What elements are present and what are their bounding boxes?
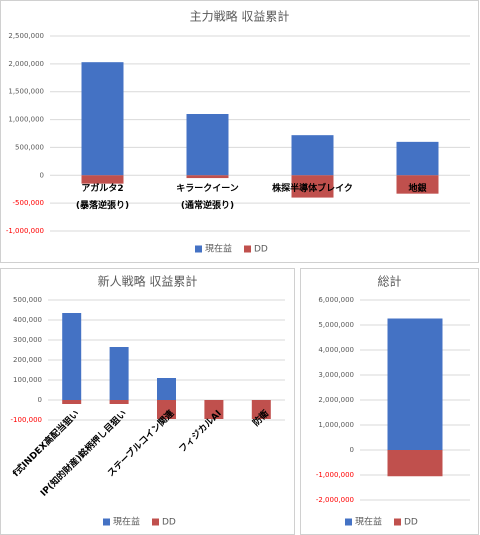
bar (387, 318, 443, 450)
bar (396, 175, 439, 194)
legend-label: DD (254, 245, 268, 255)
chart-frame (0, 0, 479, 263)
y-tick-label: 100,000 (13, 376, 42, 384)
y-tick-label: 200,000 (13, 356, 42, 364)
x-tick-label: (暴落逆張り) (76, 199, 129, 211)
y-tick-label: 500,000 (15, 143, 44, 151)
y-tick-label: -2,000,000 (316, 496, 354, 504)
y-tick-label: 1,000,000 (318, 421, 354, 429)
bar (291, 135, 334, 176)
bar (62, 400, 82, 404)
bar (62, 313, 82, 400)
y-tick-label: 300,000 (13, 336, 42, 344)
y-tick-label: 0 (350, 446, 354, 454)
chart-title: 総計 (377, 274, 401, 289)
bar (81, 62, 124, 176)
bar (204, 400, 224, 419)
bar (109, 347, 129, 400)
y-tick-label: 0 (40, 171, 44, 179)
legend-label: DD (162, 518, 176, 528)
chart-title: 主力戦略 収益累計 (190, 9, 290, 24)
x-tick-label: 地銀 (408, 182, 426, 194)
y-tick-label: 2,000,000 (8, 60, 44, 68)
x-tick-label: キラークイーン (176, 183, 239, 194)
bar (396, 141, 439, 176)
legend-label: 現在益 (355, 516, 382, 528)
x-tick-label: アガルタ2 (81, 182, 123, 194)
legend-label: DD (404, 518, 418, 528)
y-tick-label: 4,000,000 (318, 346, 354, 354)
y-tick-label: 0 (38, 396, 42, 404)
legend-swatch (394, 518, 401, 526)
legend-swatch (345, 518, 352, 526)
y-tick-label: 500,000 (13, 296, 42, 304)
y-tick-label: 2,000,000 (318, 396, 354, 404)
chart-new: 新人戦略 収益累計 -100,000 0 100,000 200,000 300,000 4… (0, 268, 295, 535)
bar (81, 175, 124, 184)
y-tick-label: -1,000,000 (6, 227, 44, 235)
y-tick-label: 1,500,000 (8, 88, 44, 96)
legend-label: 現在益 (205, 243, 232, 255)
legend-swatch (244, 245, 251, 253)
y-tick-label: 2,500,000 (8, 32, 44, 40)
chart-main: 主力戦略 収益累計 -1,000,000 -500,000 0 500,000 1,000… (0, 0, 479, 263)
y-tick-label: -500,000 (13, 199, 44, 207)
y-tick-label: -1,000,000 (316, 471, 354, 479)
x-tick-label: IP(知的財産)銘柄押し目狙い (38, 407, 129, 498)
y-tick-label: 1,000,000 (8, 116, 44, 124)
bar (251, 400, 271, 419)
y-tick-label: -100,000 (11, 416, 42, 424)
bar (186, 175, 229, 179)
bar (186, 114, 229, 176)
legend-swatch (152, 518, 159, 526)
x-tick-label: (通常逆張り) (181, 199, 234, 211)
bar (109, 400, 129, 404)
y-tick-label: 3,000,000 (318, 371, 354, 379)
chart-title: 新人戦略 収益累計 (98, 274, 198, 289)
y-tick-label: 6,000,000 (318, 296, 354, 304)
y-tick-label: 400,000 (13, 316, 42, 324)
legend-swatch (195, 245, 202, 253)
bar (157, 378, 176, 400)
bar (291, 175, 334, 198)
y-tick-label: 5,000,000 (318, 321, 354, 329)
chart-total: 総計 -2,000,000 -1,000,000 0 1,000,000 2,000,00… (300, 268, 479, 535)
x-tick-label: フィジカルAI (177, 408, 224, 455)
legend-swatch (103, 518, 110, 526)
x-tick-label: 株探半導体ブレイク (272, 182, 353, 194)
legend-label: 現在益 (113, 516, 140, 528)
bar (157, 400, 176, 419)
bar (387, 450, 443, 477)
